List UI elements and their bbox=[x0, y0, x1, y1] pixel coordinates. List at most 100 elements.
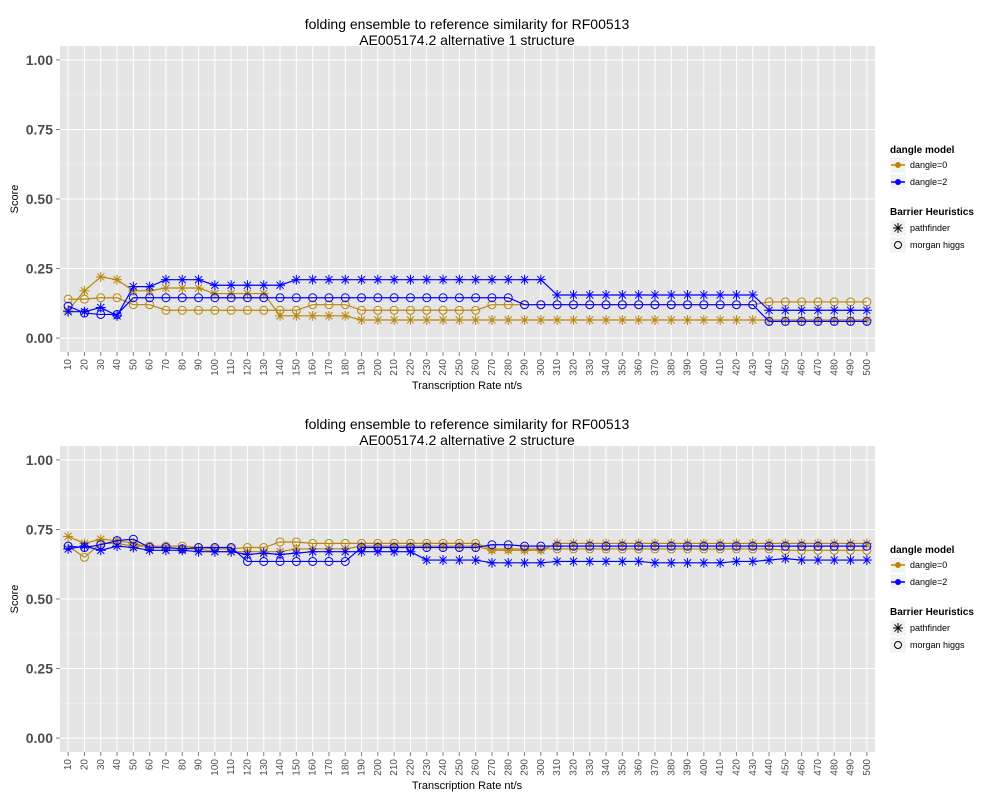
x-tick-label: 380 bbox=[666, 759, 677, 776]
data-point bbox=[356, 274, 367, 285]
data-point bbox=[796, 555, 807, 566]
data-point bbox=[747, 556, 758, 567]
x-tick-label: 450 bbox=[780, 359, 791, 376]
x-tick-labels: 10 20 30 40 50 60 70 80 90 100 110 120 130 140 150 160 1… bbox=[63, 352, 873, 376]
x-tick-label: 420 bbox=[731, 359, 742, 376]
y-axis-label: Score bbox=[9, 585, 21, 614]
data-point bbox=[585, 541, 595, 551]
x-tick-label: 350 bbox=[617, 359, 628, 376]
data-point bbox=[797, 541, 807, 551]
y-tick-labels: 0.00 0.25 0.50 0.75 1.00 bbox=[26, 452, 60, 746]
legend-label: dangle=0 bbox=[910, 560, 947, 570]
data-point bbox=[373, 543, 383, 553]
x-tick-label: 210 bbox=[389, 759, 400, 776]
data-point bbox=[829, 555, 840, 566]
data-point bbox=[79, 308, 89, 318]
x-axis-label: Transcription Rate nt/s bbox=[412, 380, 523, 392]
x-tick-label: 300 bbox=[536, 359, 547, 376]
data-point bbox=[177, 544, 187, 554]
data-point bbox=[617, 315, 628, 326]
data-point bbox=[438, 293, 448, 303]
x-tick-label: 360 bbox=[634, 759, 645, 776]
x-tick-label: 410 bbox=[715, 359, 726, 376]
x-tick-label: 10 bbox=[63, 359, 74, 371]
data-point bbox=[357, 293, 367, 303]
x-tick-label: 480 bbox=[829, 759, 840, 776]
series-line bbox=[68, 538, 867, 563]
data-point bbox=[160, 274, 171, 285]
data-point bbox=[340, 556, 350, 566]
x-tick-label: 20 bbox=[79, 359, 90, 371]
data-point bbox=[161, 305, 171, 315]
data-point bbox=[357, 305, 367, 315]
x-tick-label: 230 bbox=[422, 759, 433, 776]
data-point bbox=[95, 271, 106, 282]
x-tick-label: 310 bbox=[552, 359, 563, 376]
y-tick-label: 1.00 bbox=[26, 452, 53, 468]
data-point bbox=[535, 315, 546, 326]
data-point bbox=[666, 300, 676, 310]
x-tick-label: 90 bbox=[194, 359, 205, 371]
data-point bbox=[177, 274, 188, 285]
x-tick-label: 470 bbox=[813, 359, 824, 376]
data-point bbox=[112, 309, 122, 319]
x-tick-label: 440 bbox=[764, 359, 775, 376]
data-point bbox=[552, 556, 563, 567]
x-tick-label: 330 bbox=[585, 359, 596, 376]
data-point bbox=[699, 544, 709, 554]
x-tick-label: 60 bbox=[145, 359, 156, 371]
data-point bbox=[323, 274, 334, 285]
data-point bbox=[324, 556, 334, 566]
data-point bbox=[633, 315, 644, 326]
data-point bbox=[470, 555, 481, 566]
x-tick-label: 430 bbox=[748, 359, 759, 376]
series-dangle2-morgan-higgs bbox=[63, 293, 872, 326]
legend-key-morgan-higgs bbox=[889, 236, 907, 254]
data-point bbox=[373, 305, 383, 315]
series-dangle2-morgan-higgs bbox=[63, 534, 872, 566]
x-tick-label: 90 bbox=[194, 759, 205, 771]
data-point bbox=[324, 300, 334, 310]
x-tick-label: 70 bbox=[161, 359, 172, 371]
data-point bbox=[307, 310, 318, 321]
data-point bbox=[422, 305, 432, 315]
x-tick-label: 240 bbox=[438, 359, 449, 376]
data-point bbox=[373, 293, 383, 303]
legend-key-pathfinder bbox=[889, 219, 907, 237]
data-point bbox=[552, 315, 563, 326]
data-point bbox=[161, 293, 171, 303]
y-tick-label: 0.50 bbox=[26, 191, 53, 207]
data-point bbox=[634, 300, 644, 310]
data-point bbox=[340, 293, 350, 303]
data-point bbox=[715, 289, 726, 300]
data-point bbox=[275, 305, 285, 315]
data-point bbox=[764, 305, 775, 316]
data-point bbox=[764, 555, 775, 566]
x-tick-label: 180 bbox=[340, 759, 351, 776]
data-point bbox=[813, 316, 823, 326]
data-point bbox=[715, 541, 725, 551]
x-tick-label: 150 bbox=[291, 359, 302, 376]
x-tick-label: 490 bbox=[846, 359, 857, 376]
data-point bbox=[242, 280, 253, 291]
data-point bbox=[634, 541, 644, 551]
x-tick-label: 200 bbox=[373, 359, 384, 376]
data-point bbox=[242, 293, 252, 303]
data-point bbox=[357, 543, 367, 553]
data-point bbox=[63, 294, 73, 304]
data-point bbox=[128, 300, 138, 310]
legend-key-dangle0 bbox=[889, 156, 907, 174]
data-point bbox=[291, 274, 302, 285]
data-point bbox=[633, 556, 644, 567]
data-point bbox=[210, 293, 220, 303]
data-point bbox=[194, 543, 204, 553]
data-point bbox=[617, 556, 628, 567]
x-tick-label: 270 bbox=[487, 359, 498, 376]
data-point bbox=[731, 556, 742, 567]
data-point bbox=[258, 280, 269, 291]
data-point bbox=[128, 534, 138, 544]
data-point bbox=[291, 305, 301, 315]
data-point bbox=[796, 305, 807, 316]
data-point bbox=[585, 300, 595, 310]
data-point bbox=[698, 315, 709, 326]
